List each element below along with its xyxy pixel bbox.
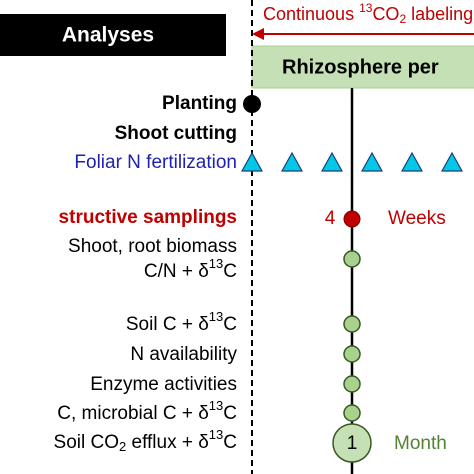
labeling-text: Continuous 13CO2 labeling	[263, 1, 473, 26]
sampling-dots	[343, 250, 361, 422]
analyses-box	[0, 14, 226, 56]
row-label: Shoot, root biomass	[68, 236, 237, 257]
row-label: N availability	[130, 344, 237, 365]
text-part: Continuous	[263, 4, 359, 24]
month-label: Month	[394, 433, 447, 454]
text-part: C	[223, 261, 237, 282]
text-part: C	[223, 403, 237, 424]
row-label: C/N + δ13C	[144, 256, 237, 282]
text-part: C, microbial C + δ	[57, 403, 209, 424]
planting-dot	[243, 95, 261, 113]
text-part: Soil CO	[54, 432, 119, 453]
row-label: Planting	[162, 93, 237, 114]
row-label: Enzyme activities	[90, 374, 237, 395]
text-part: C	[223, 432, 237, 453]
weeks-number: 4	[325, 208, 336, 229]
superscript: 13	[209, 256, 223, 271]
text-part: C/N + δ	[144, 261, 209, 282]
text-part: C	[223, 314, 237, 335]
fertilization-marks	[240, 151, 464, 172]
superscript: 13	[359, 1, 373, 15]
row-label: Shoot cutting	[115, 123, 237, 144]
row-label: Soil CO2 efflux + δ13C	[54, 427, 237, 454]
row-label: C, microbial C + δ13C	[57, 398, 237, 424]
text-part: labeling	[406, 4, 473, 24]
superscript: 13	[209, 398, 223, 413]
text-part: efflux + δ	[126, 432, 209, 453]
period-title: Rhizosphere per	[282, 56, 439, 78]
sampling-dot	[343, 210, 361, 228]
period-box	[251, 45, 474, 89]
text-part: CO	[372, 4, 399, 24]
row-label: structive samplings	[59, 207, 237, 228]
analyses-title: Analyses	[62, 24, 154, 47]
month-number: 1	[347, 433, 358, 454]
arrow-head	[252, 28, 264, 40]
subscript: 2	[119, 439, 126, 454]
row-label: Soil C + δ13C	[126, 309, 237, 335]
superscript: 13	[209, 427, 223, 442]
month-circle	[332, 423, 372, 463]
subscript: 2	[399, 12, 406, 26]
weeks-label: Weeks	[388, 208, 446, 229]
superscript: 13	[209, 309, 223, 324]
row-label: Foliar N fertilization	[74, 152, 237, 173]
text-part: Soil C + δ	[126, 314, 209, 335]
